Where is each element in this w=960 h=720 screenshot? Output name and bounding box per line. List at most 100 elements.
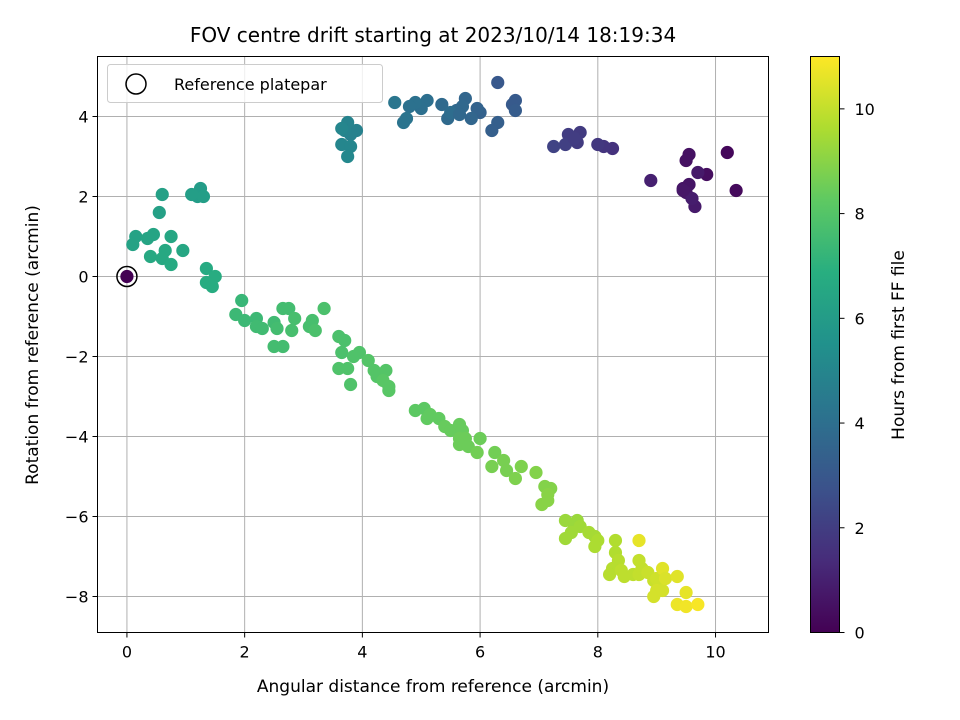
scatter-point — [308, 323, 322, 338]
scatter-point — [470, 445, 484, 460]
scatter-point — [338, 333, 352, 348]
x-axis-label: Angular distance from reference (arcmin) — [257, 677, 609, 697]
y-axis-label: Rotation from reference (arcmin) — [23, 205, 43, 485]
scatter-point — [541, 493, 555, 508]
scatter-point — [691, 597, 705, 612]
scatter-point — [379, 363, 393, 378]
scatter-point — [238, 313, 252, 328]
scatter-point — [485, 123, 499, 138]
scatter-point — [452, 107, 467, 122]
scatter-point — [196, 189, 211, 204]
scatter-point — [285, 323, 299, 338]
scatter-point — [343, 377, 358, 392]
scatter-point — [276, 339, 290, 354]
scatter-point — [720, 145, 734, 160]
scatter-point — [435, 97, 449, 112]
colorbar-ticks: 0 2 4 6 8 10 — [839, 100, 875, 643]
scatter-points — [116, 75, 743, 614]
scatter-point — [655, 583, 670, 598]
scatter-point — [343, 139, 358, 154]
y-tick-label: −2 — [65, 348, 89, 367]
y-tick-label: −6 — [65, 508, 89, 527]
scatter-point — [679, 585, 693, 600]
scatter-point — [396, 115, 411, 130]
scatter-point — [270, 321, 284, 336]
colorbar-tick-label: 0 — [855, 624, 865, 643]
scatter-point — [352, 345, 367, 360]
scatter-point — [670, 569, 684, 584]
scatter-point — [644, 173, 658, 188]
x-axis-ticks: 0 2 4 6 8 10 — [122, 632, 726, 662]
scatter-point — [485, 459, 499, 474]
scatter-point — [382, 383, 396, 398]
plot-frame — [97, 56, 769, 633]
colorbar-tick-label: 10 — [855, 100, 875, 119]
colorbar-tick-label: 6 — [855, 309, 865, 328]
scatter-point — [199, 261, 213, 276]
scatter-point — [691, 165, 705, 180]
legend-reference-marker-icon — [125, 73, 147, 95]
scatter-point — [488, 445, 502, 460]
scatter-point — [164, 257, 178, 272]
scatter-point — [255, 321, 269, 336]
scatter-point — [676, 183, 690, 198]
scatter-point — [588, 539, 602, 554]
scatter-point — [332, 361, 346, 376]
scatter-point — [632, 533, 646, 548]
scatter-point — [341, 149, 355, 164]
scatter-point — [335, 345, 349, 360]
scatter-point — [470, 101, 484, 116]
reference-platepar-marker — [116, 265, 138, 288]
scatter-point — [388, 95, 402, 110]
legend: Reference platepar — [107, 64, 383, 103]
colorbar-tick-label: 8 — [855, 205, 865, 224]
scatter-point — [729, 183, 743, 198]
scatter-point — [282, 301, 296, 316]
scatter-point — [679, 599, 693, 614]
x-tick-label: 2 — [240, 643, 250, 662]
scatter-point — [558, 531, 573, 546]
x-tick-label: 0 — [122, 643, 132, 662]
scatter-point — [143, 249, 158, 264]
scatter-point — [514, 459, 528, 474]
colorbar-tick-label: 2 — [855, 519, 865, 538]
scatter-point — [152, 205, 166, 220]
scatter-point — [658, 571, 673, 586]
scatter-point — [497, 453, 511, 468]
scatter-point — [529, 465, 543, 480]
scatter-point — [155, 187, 169, 202]
y-tick-label: 4 — [78, 108, 88, 127]
x-tick-label: 4 — [357, 643, 367, 662]
scatter-point — [361, 353, 375, 368]
y-axis-ticks: −8 −6 −4 −2 0 2 4 — [65, 108, 98, 607]
colorbar-tick-label: 4 — [855, 414, 865, 433]
colorbar-gradient — [810, 56, 840, 633]
scatter-point — [632, 553, 646, 568]
grid-lines — [97, 56, 769, 633]
y-tick-label: −4 — [65, 428, 89, 447]
scatter-point — [126, 237, 140, 252]
x-tick-label: 8 — [593, 643, 603, 662]
scatter-point — [685, 191, 699, 206]
scatter-point — [508, 103, 523, 118]
y-tick-label: −8 — [65, 588, 89, 607]
scatter-point — [547, 139, 561, 154]
scatter-point — [655, 561, 670, 576]
scatter-point — [288, 311, 302, 326]
scatter-point — [235, 293, 249, 308]
legend-entry-reference-platepar: Reference platepar — [174, 75, 327, 94]
x-tick-label: 6 — [475, 643, 485, 662]
y-tick-label: 2 — [78, 188, 88, 207]
scatter-point — [335, 121, 349, 136]
scatter-point — [499, 463, 514, 478]
reference-point-fill — [120, 269, 134, 284]
colorbar-label: Hours from first FF file — [889, 250, 909, 440]
scatter-point — [473, 431, 487, 446]
scatter-point — [508, 471, 523, 486]
x-tick-label: 10 — [705, 643, 725, 662]
scatter-point — [567, 131, 581, 146]
colorbar: 0 2 4 6 8 10 Hours from first FF file — [810, 56, 909, 643]
scatter-point — [185, 187, 199, 202]
scatter-point — [402, 99, 417, 114]
